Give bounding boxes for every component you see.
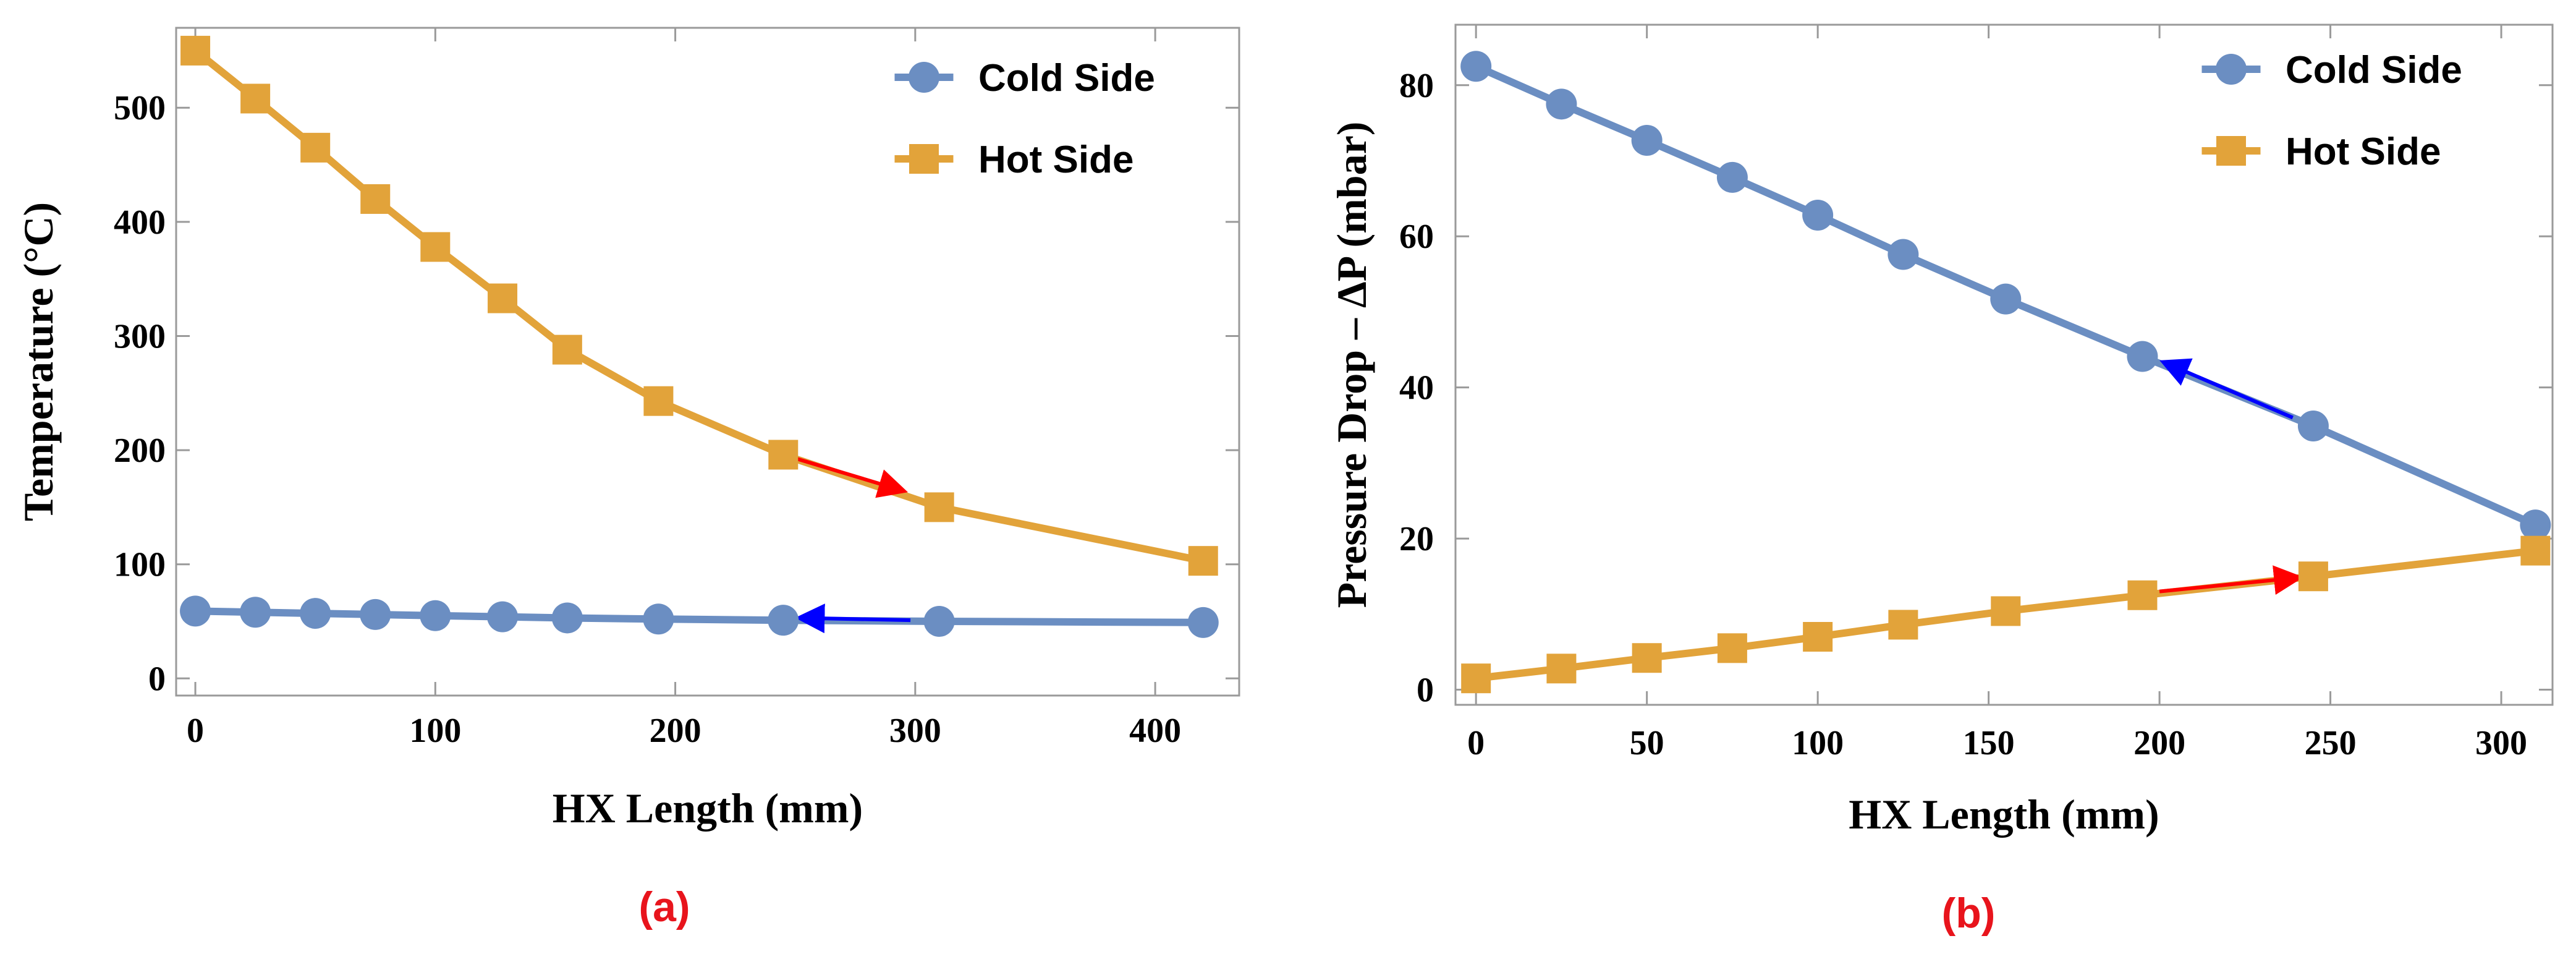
chart-b-y-tick-label: 60 — [1399, 218, 1434, 256]
chart-b-legend-label: Cold Side — [2286, 49, 2462, 92]
chart-a-hot-point — [1188, 546, 1218, 576]
chart-a-cold-point — [487, 601, 519, 632]
chart-b-legend-marker-cold — [2216, 54, 2247, 85]
chart-a-hot-point — [420, 232, 451, 262]
chart-a-frame — [175, 27, 1240, 697]
chart-b-y-tick-label: 20 — [1399, 520, 1434, 558]
chart-b-cold-point — [1716, 161, 1748, 193]
chart-b-cold-point — [2127, 341, 2158, 372]
chart-a-hot-point — [240, 83, 271, 114]
chart-a-y-tick-label: 300 — [114, 317, 166, 356]
chart-b-y-axis-title: Pressure Drop – ΔP (mbar) — [1328, 122, 1375, 608]
chart-b-hot-point — [2520, 535, 2551, 566]
chart-a-hot-point — [180, 35, 211, 66]
chart-b-hot-point — [2127, 580, 2158, 610]
chart-a-hot-point — [643, 386, 674, 416]
chart-b-y-tick-label: 80 — [1399, 67, 1434, 105]
chart-b-y-tick-label: 40 — [1399, 369, 1434, 407]
chart-b-y-tick-label: 0 — [1417, 671, 1434, 710]
chart-b-frame — [1454, 23, 2554, 706]
chart-a-x-axis-title: HX Length (mm) — [553, 785, 863, 832]
chart-a-hot-point — [360, 184, 391, 214]
chart-b-hot-point — [1461, 663, 1491, 694]
chart-b-x-tick-label: 50 — [1630, 724, 1664, 762]
chart-b-cold-point — [1460, 51, 1492, 82]
chart-a-x-tick-label: 400 — [1129, 712, 1181, 750]
chart-a-y-tick-label: 400 — [114, 203, 166, 242]
chart-b-flow-arrow-blue — [2159, 358, 2294, 420]
chart-a-cold-point — [551, 602, 583, 634]
chart-a-x-tick-label: 300 — [889, 712, 941, 750]
chart-a-y-tick-label: 500 — [114, 89, 166, 127]
chart-a-legend-marker-cold — [909, 62, 939, 93]
chart-b-cold-point — [2520, 509, 2551, 541]
chart-b-hot-point — [1803, 622, 1833, 652]
chart-b-x-tick-label: 200 — [2133, 724, 2185, 762]
chart-b-cold-point — [1631, 125, 1663, 156]
chart-a-cold-point — [1187, 607, 1219, 638]
chart-b-cold-point — [1888, 239, 1919, 270]
chart-a-cold-point — [360, 598, 391, 630]
chart-a-cold-point — [300, 598, 331, 629]
chart-a-cold-point — [420, 600, 451, 631]
chart-b-hot-point — [1546, 654, 1577, 684]
chart-a-y-tick-label: 200 — [114, 432, 166, 470]
chart-a-hot-point — [924, 492, 954, 522]
chart-a-cold-point — [768, 605, 799, 636]
chart-b-cold-point — [2297, 411, 2329, 441]
chart-b-cold-point — [1990, 283, 2022, 315]
chart-a-x-tick-label: 0 — [187, 712, 204, 750]
chart-a-series-line-cold — [195, 607, 1203, 626]
chart-b-x-tick-label: 150 — [1963, 724, 2015, 762]
chart-a-flow-arrow-red — [782, 453, 909, 498]
chart-panel-b: 0 50 100 150 200 250 300 0 20 40 60 80 HX Length (mm… — [1328, 23, 2554, 937]
chart-b-x-tick-label: 0 — [1467, 724, 1485, 762]
chart-b-cold-point — [1802, 200, 1834, 231]
chart-b-hot-point — [2298, 561, 2328, 592]
chart-b-legend-label: Hot Side — [2286, 130, 2441, 173]
chart-b-hot-point — [1888, 610, 1918, 640]
chart-a-y-tick-label: 0 — [148, 660, 166, 698]
chart-b-cold-point — [1546, 88, 1577, 120]
chart-a-cold-point — [643, 603, 674, 635]
chart-panel-a: 0 100 200 300 400 0 100 200 300 400 500 HX Length (… — [15, 27, 1240, 930]
chart-a-hot-point — [552, 334, 582, 365]
chart-a-x-tick-label: 100 — [409, 712, 461, 750]
chart-a-hot-point — [768, 440, 799, 470]
chart-a-legend-label: Hot Side — [978, 138, 1133, 181]
chart-a-flow-arrow-blue — [795, 603, 911, 634]
chart-a-cold-point — [240, 597, 271, 628]
chart-a-y-axis-title: Temperature (°C) — [15, 202, 62, 521]
chart-a-caption: (a) — [638, 883, 690, 930]
chart-b-hot-point — [1717, 633, 1747, 663]
chart-b-x-axis-title: HX Length (mm) — [1849, 791, 2159, 838]
chart-a-x-tick-label: 200 — [650, 712, 701, 750]
chart-b-x-tick-label: 300 — [2475, 724, 2527, 762]
chart-a-hot-point — [300, 132, 331, 163]
chart-b-legend-marker-hot — [2216, 136, 2246, 166]
chart-b-x-tick-label: 100 — [1792, 724, 1844, 762]
chart-b-caption: (b) — [1942, 890, 1996, 937]
chart-a-cold-point — [180, 595, 211, 627]
chart-a-y-tick-label: 100 — [114, 546, 166, 584]
chart-a-legend-label: Cold Side — [978, 57, 1155, 100]
chart-b-hot-point — [1632, 643, 1662, 673]
chart-a-legend-marker-hot — [909, 144, 939, 174]
chart-b-hot-point — [1991, 596, 2021, 626]
chart-b-flow-arrow-red — [2159, 565, 2304, 595]
chart-a-cold-point — [923, 606, 955, 637]
chart-b-x-tick-label: 250 — [2305, 724, 2357, 762]
chart-a-hot-point — [488, 283, 518, 313]
chart-a-series-line-hot — [193, 48, 1204, 565]
